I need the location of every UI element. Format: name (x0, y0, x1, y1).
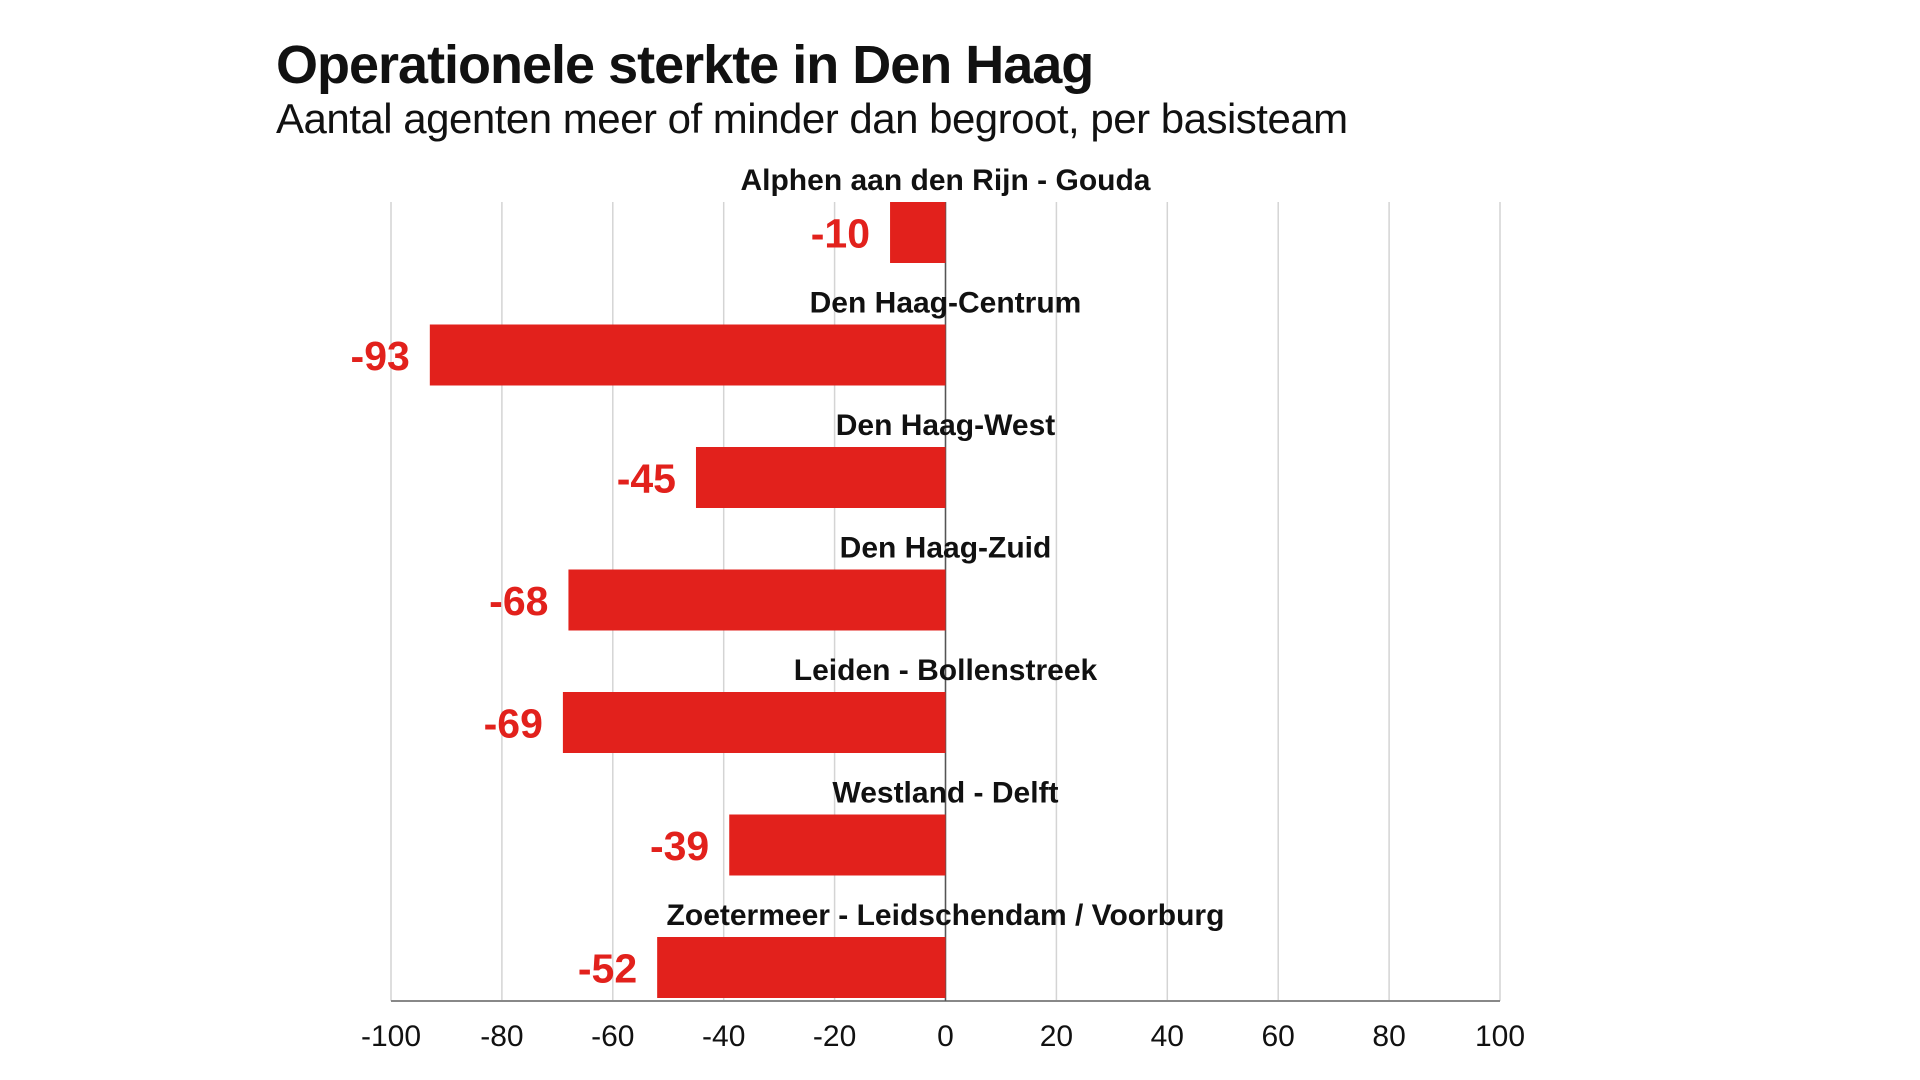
bar (729, 814, 946, 876)
bar (562, 692, 946, 753)
x-tick-label: -80 (480, 1020, 523, 1053)
x-tick-label: -40 (702, 1020, 745, 1053)
x-tick-label: 60 (1262, 1020, 1295, 1053)
category-label: Leiden - Bollenstreek (794, 654, 1098, 687)
chart-title: Operationele sterkte in Den Haag (276, 35, 1094, 95)
bar (429, 324, 946, 386)
x-tick-label: 100 (1475, 1020, 1525, 1053)
bar (695, 447, 946, 508)
x-tick-label: -100 (361, 1020, 421, 1053)
bar (657, 937, 946, 998)
value-label: -39 (650, 823, 709, 869)
value-label: -10 (811, 211, 870, 257)
x-tick-label: -20 (813, 1020, 856, 1053)
category-label: Westland - Delft (832, 777, 1058, 810)
x-tick-label: 0 (937, 1020, 954, 1053)
value-label: -68 (489, 578, 548, 624)
category-label: Den Haag-Centrum (810, 287, 1082, 320)
value-label: -69 (484, 701, 543, 747)
x-tick-label: -60 (591, 1020, 634, 1053)
bar (568, 569, 946, 631)
x-tick-label: 80 (1372, 1020, 1405, 1053)
bar (890, 202, 946, 263)
category-label: Den Haag-Zuid (840, 532, 1052, 565)
value-label: -52 (578, 946, 637, 992)
x-tick-label: 40 (1151, 1020, 1184, 1053)
value-label: -45 (617, 456, 676, 502)
chart-subtitle: Aantal agenten meer of minder dan begroo… (276, 95, 1348, 142)
x-tick-label: 20 (1040, 1020, 1073, 1053)
value-label: -93 (351, 333, 410, 379)
category-label: Den Haag-West (836, 409, 1056, 442)
category-label: Zoetermeer - Leidschendam / Voorburg (667, 899, 1225, 932)
category-label: Alphen aan den Rijn - Gouda (740, 164, 1150, 197)
